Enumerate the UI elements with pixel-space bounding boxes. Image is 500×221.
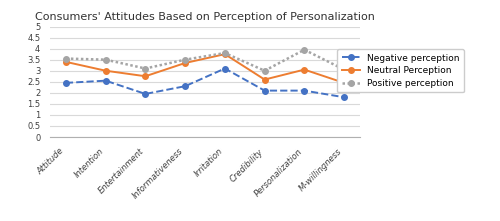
Legend: Negative perception, Neutral Perception, Positive perception: Negative perception, Neutral Perception,… <box>337 49 464 92</box>
Title: Consumers' Attitudes Based on Perception of Personalization: Consumers' Attitudes Based on Perception… <box>35 11 375 22</box>
